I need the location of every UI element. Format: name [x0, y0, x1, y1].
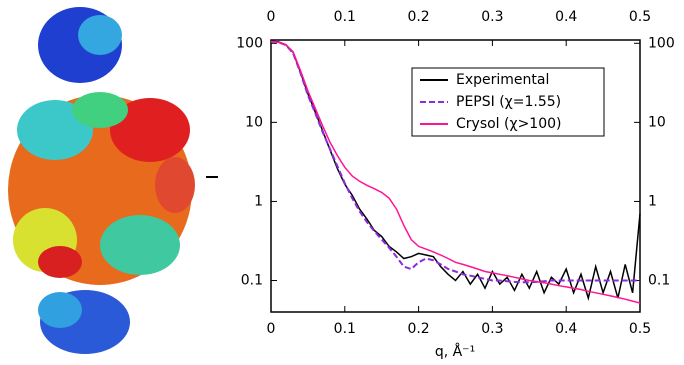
y-tick-label: 100: [236, 35, 263, 51]
legend-label: Experimental: [456, 72, 549, 88]
y-tick-label: 0.1: [241, 273, 263, 289]
x-tick-label-top: 0.3: [481, 9, 503, 25]
protein-image: [8, 7, 195, 354]
protein-domain: [78, 15, 122, 55]
protein-domain: [155, 157, 195, 213]
x-tick-label: 0.4: [555, 321, 577, 337]
y-tick-label-right: 100: [648, 35, 675, 51]
x-tick-label: 0.3: [481, 321, 503, 337]
y-tick-label: 10: [245, 114, 263, 130]
protein-domain: [38, 292, 82, 328]
x-tick-label-top: 0: [267, 9, 276, 25]
x-tick-label-top: 0.5: [629, 9, 651, 25]
figure: q, Å⁻¹ 0 0 0.1 0.1 0.2 0.2 0.3 0.3 0.4 0.4 0.5 0.5 0…: [0, 0, 684, 365]
x-tick-label: 0.1: [334, 321, 356, 337]
legend-label: Crysol (χ>100): [456, 116, 561, 132]
x-axis-label: q, Å⁻¹: [435, 343, 475, 360]
y-tick-label-right: 1: [648, 193, 657, 209]
x-tick-label: 0: [267, 321, 276, 337]
y-tick-label-right: 0.1: [648, 273, 670, 289]
x-tick-label: 0.5: [629, 321, 651, 337]
y-tick-label-right: 10: [648, 114, 666, 130]
protein-domain: [72, 92, 128, 128]
x-tick-label-top: 0.1: [334, 9, 356, 25]
x-tick-label-top: 0.4: [555, 9, 577, 25]
protein-domain: [100, 215, 180, 275]
x-tick-label: 0.2: [407, 321, 429, 337]
y-tick-label: 1: [254, 193, 263, 209]
legend-label: PEPSI (χ=1.55): [456, 94, 561, 110]
protein-domain: [38, 246, 82, 278]
x-tick-label-top: 0.2: [407, 9, 429, 25]
